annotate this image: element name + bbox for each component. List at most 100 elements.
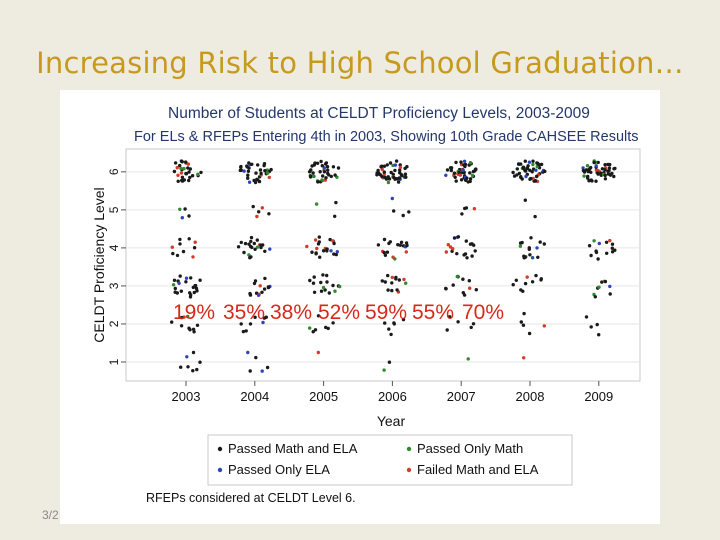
point-2005-level-4-failed-math-and-ela: [315, 246, 319, 251]
point-2004-level-6-passed-math-and-ela: [259, 171, 263, 176]
overlay-percentage-2008: 55%: [412, 301, 454, 324]
chart-subtitle: For ELs & RFEPs Entering 4th in 2003, Sh…: [134, 129, 639, 145]
point-2008-level-6-passed-math-and-ela: [517, 171, 522, 176]
point-2003-level-3-passed-math-and-ela: [191, 285, 195, 290]
point-2004-level-4-passed-math-and-ela: [239, 240, 243, 245]
point-2003-level-3-passed-math-and-ela: [193, 283, 198, 288]
point-2005-level-6-passed-math-and-ela: [315, 161, 320, 165]
point-2005-level-4-passed-math-and-ela: [318, 255, 322, 259]
point-2005-level-2-passed-math-and-ela: [331, 321, 335, 325]
point-2003-level-1-passed-math-and-ela: [191, 350, 196, 355]
point-2007-level-6-passed-math-and-ela: [459, 160, 463, 164]
point-2007-level-6-passed-math-and-ela: [457, 170, 461, 175]
point-2004-level-1-passed-only-ela: [246, 350, 250, 355]
point-2004-level-6-passed-math-and-ela: [263, 169, 267, 173]
point-2006-level-3-passed-math-and-ela: [397, 278, 401, 282]
point-2007-level-2-passed-math-and-ela: [445, 328, 449, 332]
point-2006-level-3-passed-math-and-ela: [390, 288, 394, 293]
point-2008-level-4-passed-only-ela: [530, 256, 535, 260]
x-tick-label: 2008: [516, 389, 545, 404]
point-2003-level-1-passed-math-and-ela: [195, 367, 199, 372]
point-2006-level-2-passed-math-and-ela: [387, 327, 391, 331]
point-2005-level-2-passed-math-and-ela: [313, 328, 318, 332]
point-2009-level-6-passed-math-and-ela: [608, 162, 612, 167]
point-2006-level-6-passed-math-and-ela: [375, 173, 379, 177]
point-2009-level-6-passed-math-and-ela: [603, 177, 608, 181]
point-2004-level-6-passed-math-and-ela: [239, 164, 243, 169]
point-2006-level-3-passed-only-math: [404, 281, 408, 285]
point-2007-level-6-passed-math-and-ela: [445, 168, 450, 172]
point-2003-level-4-passed-math-and-ela: [171, 251, 175, 256]
point-2009-level-3-passed-math-and-ela: [593, 295, 597, 299]
point-2004-level-4-passed-math-and-ela: [242, 250, 246, 255]
point-2008-level-6-passed-math-and-ela: [511, 170, 515, 175]
point-2006-level-6-passed-math-and-ela: [386, 175, 390, 179]
point-2007-level-6-passed-math-and-ela: [463, 162, 468, 167]
point-2007-level-6-passed-only-math: [468, 161, 473, 165]
point-2003-level-5-passed-math-and-ela: [183, 207, 187, 211]
point-2007-level-6-passed-math-and-ela: [454, 179, 458, 183]
legend-marker-passed-only-ela: [217, 467, 223, 473]
point-2005-level-6-passed-math-and-ela: [323, 162, 328, 166]
point-2007-level-3-passed-only-math: [455, 274, 459, 279]
point-2005-level-6-passed-math-and-ela: [308, 174, 313, 178]
point-2007-level-2-passed-math-and-ela: [447, 315, 452, 319]
point-2006-level-4-passed-math-and-ela: [405, 243, 409, 248]
point-2004-level-6-passed-only-ela: [247, 180, 252, 184]
point-2006-level-5-passed-math-and-ela: [407, 210, 411, 214]
chart-svg: Number of Students at CELDT Proficiency …: [60, 90, 660, 524]
point-2003-level-6-passed-math-and-ela: [187, 170, 191, 174]
point-2005-level-6-passed-math-and-ela: [326, 168, 330, 172]
y-axis-label: CELDT Proficiency Level: [91, 187, 107, 342]
point-2007-level-4-passed-math-and-ela: [464, 239, 468, 243]
point-2008-level-4-passed-math-and-ela: [538, 240, 542, 244]
point-2003-level-2-passed-math-and-ela: [195, 323, 200, 327]
point-2007-level-3-passed-math-and-ela: [467, 279, 471, 283]
point-2004-level-6-failed-math-and-ela: [267, 175, 271, 180]
point-2003-level-4-passed-math-and-ela: [175, 253, 180, 258]
point-2009-level-2-passed-math-and-ela: [595, 322, 599, 327]
point-2003-level-5-passed-only-math: [178, 207, 182, 211]
point-2003-level-2-passed-math-and-ela: [170, 320, 174, 324]
point-2004-level-4-passed-math-and-ela: [252, 241, 256, 246]
point-2005-level-6-passed-only-ela: [322, 166, 326, 170]
point-2004-level-6-passed-math-and-ela: [255, 177, 259, 181]
point-2005-level-5-passed-only-math: [314, 202, 319, 206]
point-2008-level-4-passed-math-and-ela: [522, 254, 526, 258]
point-2005-level-3-passed-math-and-ela: [325, 273, 329, 278]
point-2004-level-6-passed-math-and-ela: [246, 169, 251, 173]
point-2008-level-6-passed-math-and-ela: [525, 166, 530, 171]
point-2004-level-5-failed-math-and-ela: [260, 206, 264, 210]
point-2007-level-4-passed-math-and-ela: [452, 236, 457, 240]
point-2006-level-6-passed-math-and-ela: [379, 165, 383, 169]
point-2004-level-3-passed-math-and-ela: [252, 281, 257, 286]
point-2006-level-6-passed-only-ela: [393, 163, 398, 167]
point-2003-level-6-passed-only-math: [179, 166, 183, 171]
point-2006-level-6-passed-math-and-ela: [389, 170, 393, 175]
point-2006-level-3-passed-math-and-ela: [395, 288, 399, 292]
point-2005-level-6-passed-only-math: [311, 174, 315, 178]
point-2004-level-5-passed-math-and-ela: [257, 210, 261, 214]
point-2003-level-4-passed-math-and-ela: [178, 242, 182, 246]
point-2005-level-3-passed-math-and-ela: [327, 291, 331, 295]
point-2005-level-4-passed-math-and-ela: [334, 252, 338, 257]
point-2007-level-4-passed-math-and-ela: [456, 235, 461, 239]
point-2003-level-3-passed-math-and-ela: [188, 295, 193, 299]
point-2009-level-4-passed-math-and-ela: [596, 257, 600, 261]
point-2007-level-6-passed-only-math: [470, 173, 475, 178]
point-2006-level-3-passed-math-and-ela: [386, 273, 390, 278]
point-2008-level-3-passed-math-and-ela: [534, 273, 538, 278]
point-2004-level-6-passed-math-and-ela: [246, 173, 250, 177]
point-2006-level-6-passed-math-and-ela: [404, 175, 408, 179]
point-2004-level-2-passed-math-and-ela: [262, 316, 267, 320]
point-2005-level-6-passed-math-and-ela: [316, 180, 320, 184]
point-2005-level-3-passed-only-math: [333, 289, 337, 293]
point-2003-level-3-passed-math-and-ela: [184, 280, 188, 284]
point-2009-level-6-passed-math-and-ela: [603, 168, 607, 172]
point-2003-level-3-passed-only-ela: [177, 281, 181, 285]
point-2004-level-2-passed-math-and-ela: [253, 315, 257, 319]
point-2009-level-4-passed-math-and-ela: [604, 240, 609, 244]
point-2006-level-4-passed-math-and-ela: [399, 240, 404, 244]
point-2004-level-6-passed-math-and-ela: [246, 176, 250, 180]
point-2008-level-6-passed-math-and-ela: [529, 176, 533, 181]
